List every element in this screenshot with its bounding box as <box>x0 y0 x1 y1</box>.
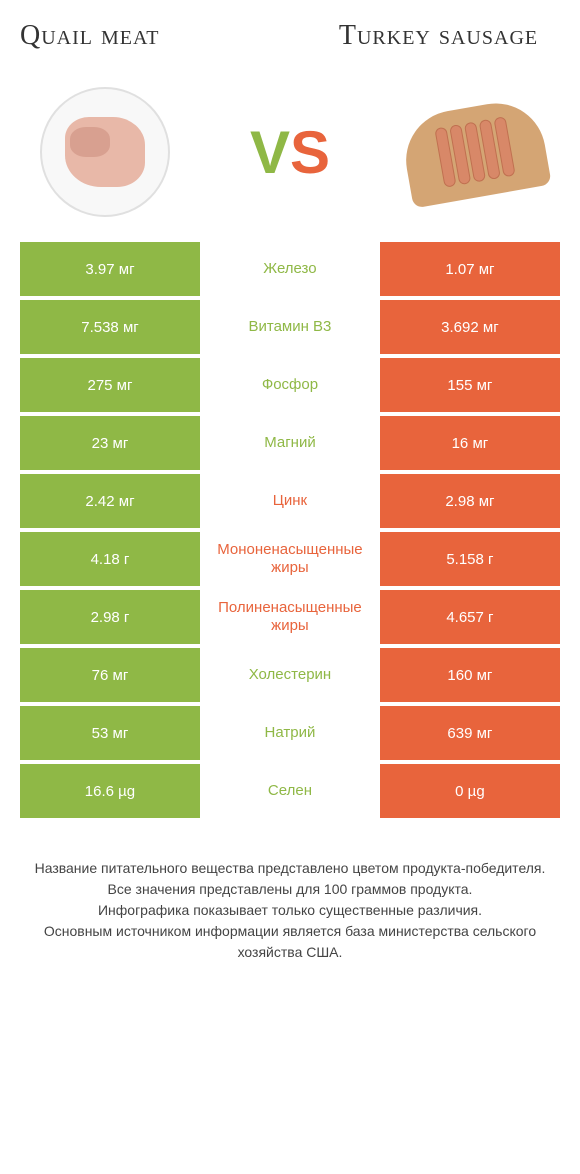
left-value-cell: 53 мг <box>20 706 200 760</box>
nutrient-label-cell: Железо <box>200 242 380 296</box>
table-row: 16.6 µgСелен0 µg <box>20 764 560 818</box>
footer-line-1: Название питательного вещества представл… <box>30 858 550 879</box>
vs-badge: VS <box>250 118 330 187</box>
quail-meat-icon <box>40 87 170 217</box>
right-value-cell: 1.07 мг <box>380 242 560 296</box>
right-value-cell: 16 мг <box>380 416 560 470</box>
table-row: 7.538 мгВитамин B33.692 мг <box>20 300 560 354</box>
table-row: 53 мгНатрий639 мг <box>20 706 560 760</box>
left-value-cell: 23 мг <box>20 416 200 470</box>
right-product-image <box>400 92 550 212</box>
nutrient-label-cell: Селен <box>200 764 380 818</box>
nutrient-label-cell: Витамин B3 <box>200 300 380 354</box>
nutrient-label-cell: Мононенасыщенные жиры <box>200 532 380 586</box>
nutrient-label-cell: Натрий <box>200 706 380 760</box>
left-value-cell: 275 мг <box>20 358 200 412</box>
left-value-cell: 76 мг <box>20 648 200 702</box>
nutrient-label-cell: Полиненасыщенные жиры <box>200 590 380 644</box>
vs-v-letter: V <box>250 119 290 186</box>
right-value-cell: 639 мг <box>380 706 560 760</box>
left-product-image <box>30 92 180 212</box>
left-value-cell: 4.18 г <box>20 532 200 586</box>
nutrient-label-cell: Фосфор <box>200 358 380 412</box>
table-row: 4.18 гМононенасыщенные жиры5.158 г <box>20 532 560 586</box>
left-value-cell: 7.538 мг <box>20 300 200 354</box>
right-value-cell: 2.98 мг <box>380 474 560 528</box>
left-product-title: Quail meat <box>20 20 263 52</box>
turkey-sausage-icon <box>398 96 552 209</box>
left-value-cell: 2.42 мг <box>20 474 200 528</box>
nutrient-label-cell: Холестерин <box>200 648 380 702</box>
right-value-cell: 160 мг <box>380 648 560 702</box>
nutrient-label-cell: Магний <box>200 416 380 470</box>
nutrient-label-cell: Цинк <box>200 474 380 528</box>
comparison-table: 3.97 мгЖелезо1.07 мг7.538 мгВитамин B33.… <box>20 242 560 818</box>
footer-line-4: Основным источником информации является … <box>30 921 550 963</box>
right-value-cell: 155 мг <box>380 358 560 412</box>
images-row: VS <box>20 92 560 212</box>
left-value-cell: 3.97 мг <box>20 242 200 296</box>
footer-notes: Название питательного вещества представл… <box>20 858 560 963</box>
left-value-cell: 2.98 г <box>20 590 200 644</box>
right-value-cell: 5.158 г <box>380 532 560 586</box>
right-value-cell: 3.692 мг <box>380 300 560 354</box>
table-row: 76 мгХолестерин160 мг <box>20 648 560 702</box>
table-row: 2.98 гПолиненасыщенные жиры4.657 г <box>20 590 560 644</box>
table-row: 275 мгФосфор155 мг <box>20 358 560 412</box>
left-value-cell: 16.6 µg <box>20 764 200 818</box>
table-row: 23 мгМагний16 мг <box>20 416 560 470</box>
footer-line-3: Инфографика показывает только существенн… <box>30 900 550 921</box>
vs-s-letter: S <box>290 119 330 186</box>
table-row: 3.97 мгЖелезо1.07 мг <box>20 242 560 296</box>
header: Quail meat Turkey sausage <box>20 20 560 52</box>
right-value-cell: 4.657 г <box>380 590 560 644</box>
right-value-cell: 0 µg <box>380 764 560 818</box>
footer-line-2: Все значения представлены для 100 граммо… <box>30 879 550 900</box>
table-row: 2.42 мгЦинк2.98 мг <box>20 474 560 528</box>
right-product-title: Turkey sausage <box>317 20 560 52</box>
